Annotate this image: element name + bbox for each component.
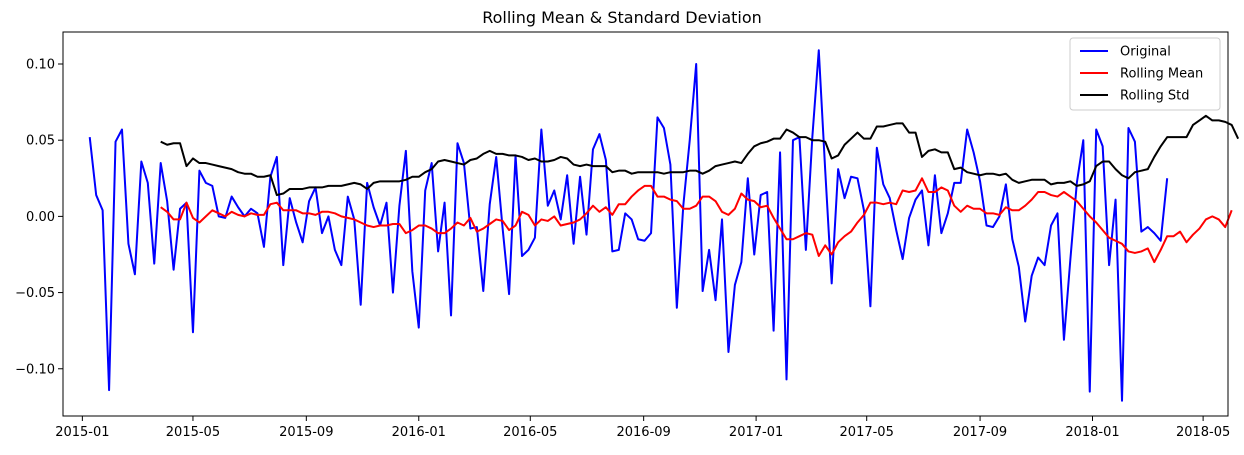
series-line-original: [88, 49, 1169, 402]
y-tick-label: 0.00: [26, 210, 55, 225]
legend-box: [1069, 37, 1221, 111]
x-tick-label: 2017-09: [953, 425, 1007, 440]
legend-label-original: Original: [1120, 45, 1171, 60]
y-tick-label: 0.05: [26, 134, 55, 149]
x-tick-label: 2017-05: [840, 425, 894, 440]
x-tick-label: 2015-01: [55, 425, 109, 440]
y-tick-label: 0.10: [26, 58, 55, 73]
x-axis: 2015-01 2015-05 2015-09 2016-01 2016-05 2016-…: [55, 416, 1230, 440]
legend-label-rolling-std: Rolling Std: [1120, 89, 1189, 104]
legend: Original Rolling Mean Rolling Std: [1069, 37, 1221, 111]
x-tick-label: 2015-05: [166, 425, 220, 440]
y-tick-label: −0.10: [15, 362, 55, 377]
x-tick-label: 2016-01: [392, 425, 446, 440]
chart-title: Rolling Mean & Standard Deviation: [482, 8, 762, 27]
x-tick-label: 2018-05: [1176, 425, 1230, 440]
x-tick-label: 2017-01: [729, 425, 783, 440]
x-tick-label: 2015-09: [279, 425, 333, 440]
series-line-rolling-std: [160, 114, 1240, 197]
series-line-rolling-mean: [160, 177, 1233, 264]
x-tick-label: 2018-01: [1065, 425, 1119, 440]
y-axis: −0.10 −0.05 0.00 0.05 0.10: [15, 58, 63, 377]
plot-area: [88, 49, 1240, 402]
x-tick-label: 2016-05: [503, 425, 557, 440]
legend-label-rolling-mean: Rolling Mean: [1120, 67, 1203, 82]
y-tick-label: −0.05: [15, 286, 55, 301]
plot-frame: [62, 31, 1229, 417]
x-tick-label: 2016-09: [616, 425, 670, 440]
